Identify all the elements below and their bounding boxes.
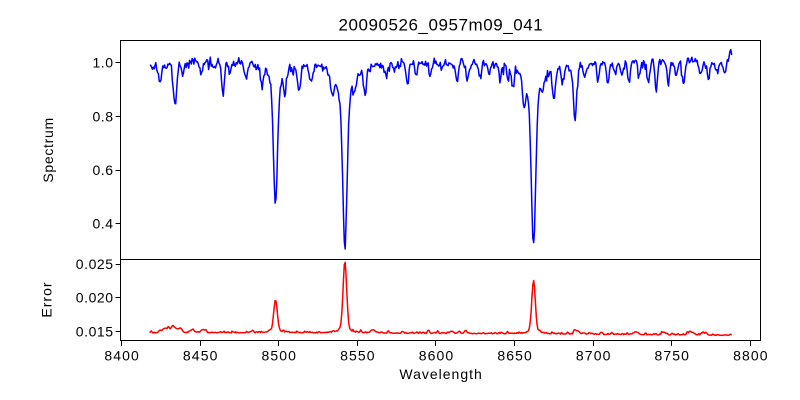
svg-text:20090526_0957m09_041: 20090526_0957m09_041 [338, 16, 543, 35]
svg-text:8700: 8700 [576, 348, 612, 364]
svg-text:8400: 8400 [104, 348, 140, 364]
svg-text:8600: 8600 [419, 348, 455, 364]
svg-text:0.025: 0.025 [76, 256, 114, 272]
svg-text:1.0: 1.0 [92, 55, 113, 71]
svg-text:0.020: 0.020 [76, 290, 114, 306]
svg-text:Wavelength: Wavelength [399, 366, 482, 382]
svg-text:Error: Error [39, 281, 55, 317]
svg-text:8550: 8550 [340, 348, 376, 364]
svg-text:0.015: 0.015 [76, 323, 114, 339]
svg-text:0.8: 0.8 [92, 108, 113, 124]
svg-text:8750: 8750 [655, 348, 691, 364]
svg-text:8450: 8450 [183, 348, 219, 364]
svg-text:0.6: 0.6 [92, 162, 113, 178]
svg-text:0.4: 0.4 [92, 216, 113, 232]
svg-text:8500: 8500 [262, 348, 298, 364]
svg-text:8650: 8650 [497, 348, 533, 364]
svg-text:Spectrum: Spectrum [40, 117, 56, 183]
svg-text:8800: 8800 [733, 348, 769, 364]
